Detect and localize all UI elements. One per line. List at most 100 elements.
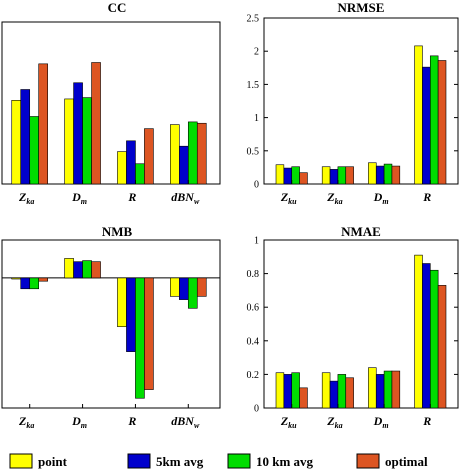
x-tick-label: Dm [71,190,87,206]
x-tick-label: R [127,414,136,428]
bar [126,140,136,185]
bar [64,98,74,185]
bar [135,277,145,399]
bar [144,277,154,390]
y-tick-label: 1 [254,236,259,247]
bar [29,277,39,290]
bar [144,128,154,185]
y-tick-label: 0.8 [247,269,260,280]
y-tick-label: 1.5 [247,80,260,91]
bar [11,277,22,280]
panel-title: NMB [102,224,133,239]
bar [170,277,180,297]
bar [11,100,22,185]
bar [64,258,74,279]
x-tick-label: Dm [373,190,389,206]
bar [283,167,293,185]
bar [117,277,127,328]
panel-nrmse: NRMSE 0 0.5 1 1.5 2 2.5 Zku Zka Dm R [247,0,459,206]
bar [196,277,207,297]
y-tick-label: 0.5 [247,146,260,157]
legend-swatch [127,453,151,469]
y-tick-label: 2 [254,47,259,58]
bar [29,116,39,185]
y-tick-label: 0 [254,404,259,415]
bar [437,285,447,409]
bar [91,261,101,279]
legend: point 5km avg 10 km avg optimal [9,453,428,469]
bar [82,260,92,279]
bar [329,380,339,409]
bar [391,165,401,185]
bar [135,163,145,185]
bar [91,62,101,185]
bar [429,55,439,185]
x-tick-label: Dm [373,414,389,430]
x-tick-label: Zku [280,414,297,430]
legend-swatch [227,453,251,469]
x-tick-label: R [127,190,136,204]
bar [422,263,431,409]
bar [337,166,347,185]
panel-title: CC [108,0,127,15]
x-tick-label: Dm [71,414,87,430]
bar [291,166,300,185]
plot-frame [263,239,459,409]
x-tick-label: Zku [280,190,297,206]
y-tick-label: 1 [254,113,259,124]
panel-title: NRMSE [338,0,385,15]
bar [321,166,331,185]
bar [73,261,83,279]
bar [20,277,31,290]
x-tick-label: Zka [326,414,342,430]
bar [368,367,377,409]
panel-nmae: NMAE 0 0.2 0.4 0.6 0.8 1 Zku Zka Dm R [247,224,459,430]
bar [345,377,354,409]
bar [187,277,198,309]
legend-label: optimal [385,454,428,469]
x-tick-label: Zka [18,414,34,430]
x-tick-label: R [422,414,431,428]
bar [337,374,347,409]
bar [422,66,431,185]
bar [321,372,331,409]
bar [429,269,439,409]
bar [196,122,207,185]
legend-label: 5km avg [156,454,204,469]
bar [299,172,308,185]
bar [82,97,92,185]
y-tick-label: 0.4 [247,336,260,347]
bar [291,372,300,409]
bar [38,277,48,282]
bar [20,89,31,185]
bar [170,124,180,185]
bar [283,374,293,409]
bar [383,163,393,185]
x-tick-label: dBNw [171,190,200,206]
legend-swatch [356,453,380,469]
bar [345,166,354,185]
bar [383,370,393,409]
bar [375,374,385,409]
x-tick-label: Zka [326,190,342,206]
bar [179,145,189,185]
legend-swatch [9,453,33,469]
bar [414,45,423,185]
x-tick-label: R [422,190,431,204]
bar [179,277,189,300]
bar [73,82,83,185]
bar [126,277,136,352]
y-tick-label: 0.6 [247,303,260,314]
legend-label: 10 km avg [256,454,314,469]
bar [414,254,423,409]
bar [368,162,377,185]
bar [38,63,48,185]
bar [437,60,447,185]
bar [329,169,339,185]
plot-frame [1,21,221,185]
y-tick-label: 2.5 [247,14,260,25]
legend-label: point [38,454,68,469]
